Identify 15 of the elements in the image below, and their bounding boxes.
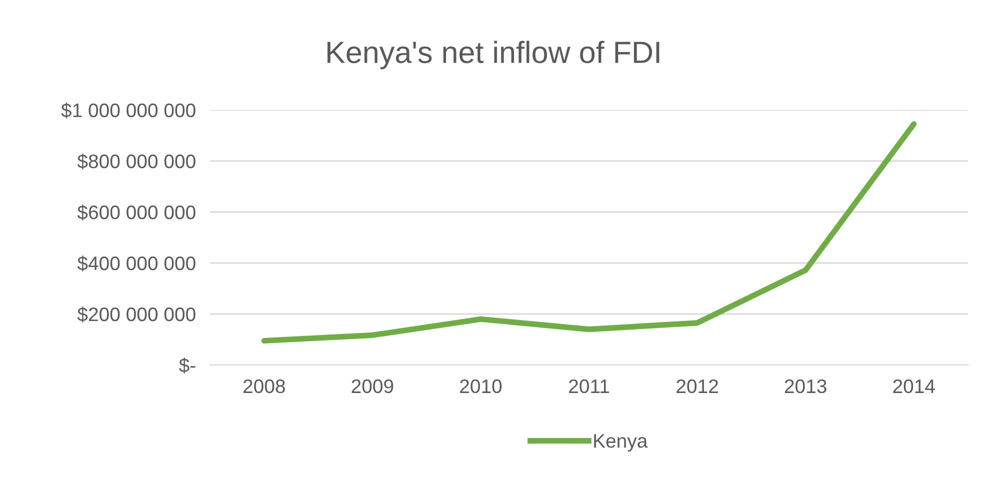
y-tick-label: $800 000 000 bbox=[77, 154, 196, 170]
x-tick-label: 2013 bbox=[784, 379, 826, 394]
y-tick-label: $600 000 000 bbox=[77, 204, 196, 220]
legend-label: Kenya bbox=[594, 434, 648, 452]
x-tick-label: 2011 bbox=[569, 379, 609, 394]
y-tick-label: $400 000 000 bbox=[77, 256, 196, 272]
x-tick-label: 2008 bbox=[243, 379, 285, 394]
x-tick-label: 2010 bbox=[460, 379, 502, 394]
x-tick-label: 2012 bbox=[676, 379, 718, 394]
x-tick-label: 2014 bbox=[893, 379, 935, 394]
chart-title: Kenya's net inflow of FDI bbox=[328, 40, 660, 70]
y-tick-label: $1 000 000 000 bbox=[61, 102, 196, 118]
y-tick-label: $200 000 000 bbox=[77, 306, 196, 322]
y-tick-label: $- bbox=[179, 358, 196, 374]
x-tick-label: 2009 bbox=[352, 379, 394, 394]
